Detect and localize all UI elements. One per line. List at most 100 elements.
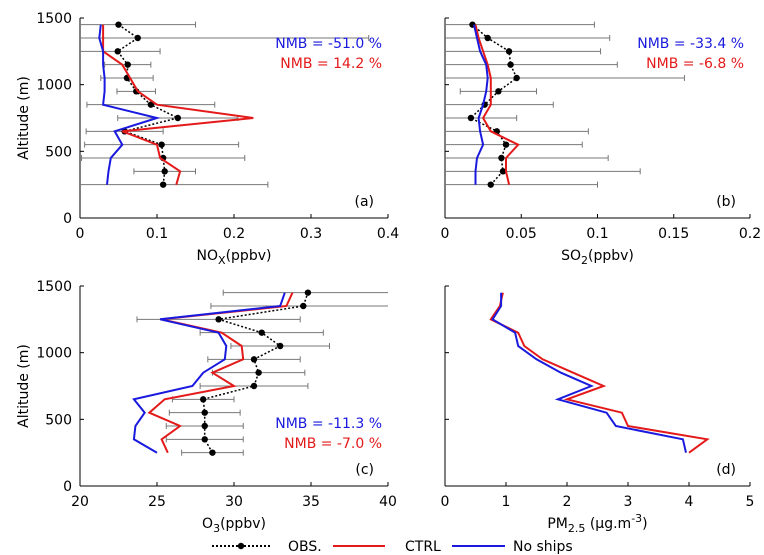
data-point: [147, 101, 155, 108]
x-tick-label: 30: [225, 494, 243, 510]
annotation: NMB = -6.8 %: [646, 56, 744, 72]
x-axis-label: SO2(ppbv): [561, 248, 634, 267]
series-line: [474, 24, 520, 185]
x-tick-label: 0.2: [739, 226, 761, 242]
x-tick-label: 0.4: [377, 226, 399, 242]
panel-label: (d): [716, 462, 736, 478]
data-point: [505, 48, 513, 55]
data-point: [134, 34, 141, 42]
plot-area: [489, 292, 710, 454]
y-tick-label: 0: [63, 479, 72, 495]
series-line: [489, 292, 710, 454]
x-label-main: O: [202, 516, 213, 532]
x-label-main: PM: [547, 516, 568, 532]
annotation: NMB = 14.2 %: [280, 56, 382, 72]
x-tick-label: 2: [563, 494, 572, 510]
data-point: [498, 154, 505, 162]
x-tick-label: 25: [148, 494, 166, 510]
x-label-tail: (ppbv): [226, 248, 272, 264]
x-tick-label: 0: [441, 226, 450, 242]
panel: 0 0.1 0.2 0.3 0.4 0 500 1000 1500 NOX(ppbv) Altitu…: [16, 11, 399, 267]
data-point: [250, 382, 258, 390]
panel: 0 1 2 3 4 5 PM2.5 (μg.m-3) (d): [441, 285, 755, 535]
panel: 20 25 30 35 40 0 500 1000 1500 O3(ppbv) Altitude (…: [16, 279, 397, 535]
x-label-main: NO: [197, 248, 219, 264]
x-label-sub: X: [218, 254, 226, 267]
data-point: [487, 181, 494, 188]
x-tick-label: 1: [502, 494, 511, 510]
x-tick-label: 20: [71, 494, 89, 510]
series-line: [98, 24, 161, 185]
x-axis-label: O3(ppbv): [202, 516, 266, 535]
x-tick-label: 4: [685, 494, 694, 510]
data-point: [158, 141, 165, 148]
data-point: [201, 422, 208, 430]
data-point: [174, 114, 181, 122]
data-point: [159, 181, 167, 188]
data-point: [124, 61, 131, 68]
x-label-sub: 2.5: [568, 522, 586, 535]
y-axis-label: Altitude (m): [16, 344, 32, 428]
data-point: [507, 61, 514, 68]
data-point: [300, 302, 307, 310]
x-label-sub: 2: [581, 254, 588, 267]
data-point: [258, 329, 265, 336]
x-label-sub: 3: [213, 522, 220, 535]
annotation: NMB = -33.4 %: [637, 36, 744, 52]
x-tick-label: 0.15: [658, 226, 689, 242]
data-point: [115, 21, 122, 28]
x-label-main: SO: [561, 248, 581, 264]
y-tick-label: 500: [45, 412, 72, 428]
x-tick-label: 0.05: [506, 226, 537, 242]
x-tick-label: 0.3: [300, 226, 322, 242]
x-tick-label: 35: [302, 494, 320, 510]
plot-area: [445, 21, 685, 188]
series-line: [473, 24, 489, 185]
y-tick-label: 1500: [36, 11, 72, 27]
x-axis-label: PM2.5 (μg.m-3): [547, 512, 647, 535]
panel-label: (b): [716, 194, 736, 210]
data-point: [209, 449, 216, 456]
annotation: NMB = -11.3 %: [275, 416, 382, 432]
data-point: [499, 168, 507, 175]
data-point: [513, 74, 520, 82]
x-label-end: ): [642, 516, 647, 532]
y-tick-label: 1000: [36, 346, 72, 362]
x-tick-label: 3: [624, 494, 633, 510]
x-tick-label: 5: [746, 494, 755, 510]
plot-area: [132, 289, 388, 456]
plot-area: [80, 21, 370, 188]
data-point: [215, 316, 222, 323]
x-label-tail: (ppbv): [220, 516, 266, 532]
x-tick-label: 0.1: [146, 226, 168, 242]
x-label-tail: (ppbv): [588, 248, 634, 264]
annotation: NMB = -51.0 %: [275, 36, 382, 52]
data-point: [467, 114, 475, 122]
panel-label: (c): [355, 462, 374, 478]
legend-marker: [237, 542, 245, 550]
data-point: [484, 34, 491, 42]
data-point: [255, 369, 262, 376]
legend-label: No ships: [513, 539, 573, 555]
legend: OBS. CTRL No ships: [212, 539, 573, 555]
y-tick-label: 1500: [36, 279, 72, 295]
panel-label: (a): [354, 194, 374, 210]
y-tick-label: 500: [45, 144, 72, 160]
annotation: NMB = -7.0 %: [284, 436, 382, 452]
legend-label: OBS.: [288, 539, 322, 555]
data-point: [304, 289, 312, 296]
x-label-tail: (μg.m: [585, 516, 631, 532]
data-point: [495, 88, 502, 95]
x-tick-label: 0: [441, 494, 450, 510]
x-tick-label: 0: [76, 226, 85, 242]
data-point: [502, 141, 510, 148]
data-point: [161, 168, 168, 175]
y-axis-label: Altitude (m): [16, 76, 32, 160]
panel: 0 0.05 0.1 0.15 0.2 SO2(ppbv) (b) NMB = -33.4 %…: [441, 17, 761, 267]
data-point: [200, 396, 207, 403]
y-tick-label: 1000: [36, 78, 72, 94]
data-point: [114, 48, 121, 55]
legend-label: CTRL: [405, 539, 441, 555]
x-tick-label: 0.1: [586, 226, 608, 242]
